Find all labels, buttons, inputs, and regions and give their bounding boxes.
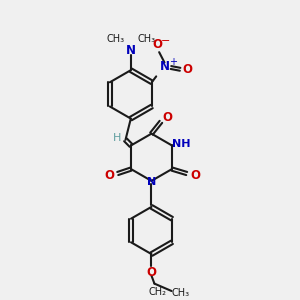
Text: O: O — [162, 111, 172, 124]
Text: CH₂: CH₂ — [148, 287, 166, 297]
Text: N: N — [160, 60, 170, 74]
Text: NH: NH — [172, 139, 190, 149]
Text: CH₃: CH₃ — [106, 34, 124, 44]
Text: O: O — [104, 169, 114, 182]
Text: CH₃: CH₃ — [172, 288, 190, 298]
Text: O: O — [153, 38, 163, 51]
Text: −: − — [161, 36, 170, 46]
Text: N: N — [147, 177, 156, 188]
Text: H: H — [113, 134, 122, 143]
Text: +: + — [169, 57, 177, 67]
Text: O: O — [182, 63, 193, 76]
Text: O: O — [146, 266, 157, 279]
Text: N: N — [126, 44, 136, 57]
Text: CH₃: CH₃ — [137, 34, 155, 44]
Text: O: O — [190, 169, 200, 182]
